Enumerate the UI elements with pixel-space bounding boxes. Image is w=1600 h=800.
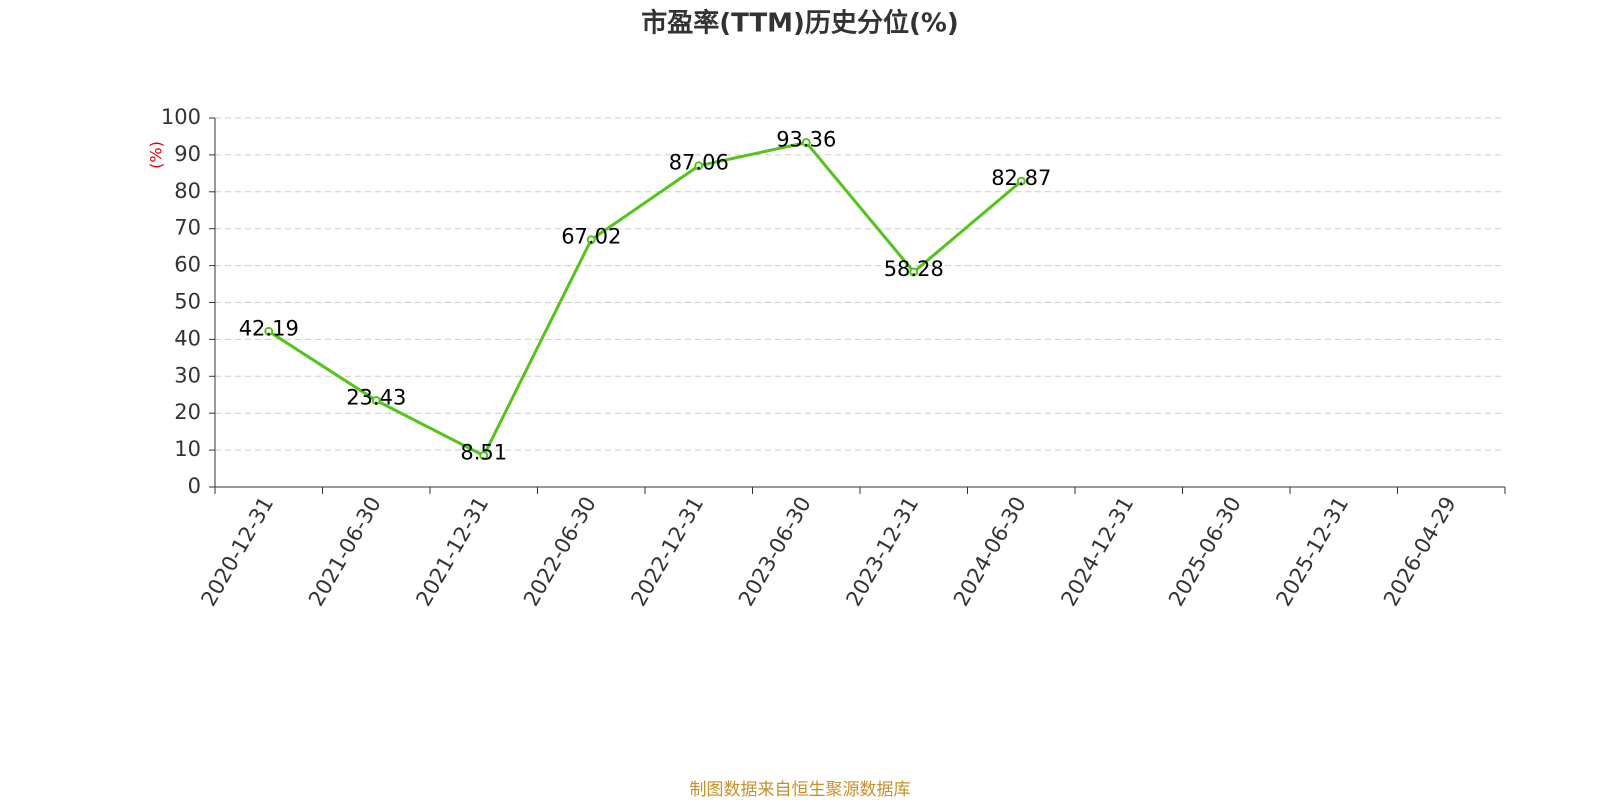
x-tick-label: 2025-06-30 bbox=[1164, 493, 1246, 611]
y-tick-label: 90 bbox=[174, 142, 201, 166]
data-point bbox=[371, 396, 381, 406]
y-axis-label: (%) bbox=[147, 141, 166, 169]
x-tick-label: 2022-12-31 bbox=[626, 493, 708, 611]
x-tick-label: 2024-06-30 bbox=[949, 493, 1031, 611]
data-label: 23.43 bbox=[346, 386, 406, 410]
y-tick-label: 10 bbox=[174, 437, 201, 461]
y-tick-label: 20 bbox=[174, 400, 201, 424]
data-label: 8.51 bbox=[460, 441, 507, 465]
y-tick-label: 100 bbox=[161, 105, 201, 129]
x-tick-label: 2024-12-31 bbox=[1056, 493, 1138, 611]
x-tick-label: 2026-04-29 bbox=[1379, 493, 1461, 611]
data-label: 67.02 bbox=[561, 225, 621, 249]
series-line bbox=[267, 140, 1023, 458]
x-tick-label: 2022-06-30 bbox=[519, 493, 601, 611]
x-tick-label: 2021-12-31 bbox=[411, 493, 493, 611]
data-point bbox=[264, 326, 274, 336]
y-tick-label: 80 bbox=[174, 179, 201, 203]
data-label: 42.19 bbox=[239, 316, 299, 340]
y-tick-label: 50 bbox=[174, 290, 201, 314]
x-tick-label: 2023-12-31 bbox=[841, 493, 923, 611]
data-point bbox=[479, 451, 489, 461]
y-tick-label: 60 bbox=[174, 253, 201, 277]
x-tick-label: 2020-12-31 bbox=[196, 493, 278, 611]
data-point bbox=[801, 138, 811, 148]
data-point bbox=[1016, 176, 1026, 186]
chart-title: 市盈率(TTM)历史分位(%) bbox=[641, 8, 959, 39]
data-label: 58.28 bbox=[884, 257, 944, 281]
data-label: 82.87 bbox=[991, 166, 1051, 190]
data-label: 93.36 bbox=[776, 128, 836, 152]
y-tick-label: 40 bbox=[174, 326, 201, 350]
x-tick-label: 2025-12-31 bbox=[1271, 493, 1353, 611]
x-tick-label: 2023-06-30 bbox=[734, 493, 816, 611]
y-tick-label: 30 bbox=[174, 363, 201, 387]
data-point bbox=[909, 267, 919, 277]
x-tick-label: 2021-06-30 bbox=[304, 493, 386, 611]
y-tick-label: 70 bbox=[174, 216, 201, 240]
data-point bbox=[586, 235, 596, 245]
source-note: 制图数据来自恒生聚源数据库 bbox=[690, 780, 911, 800]
y-tick-label: 0 bbox=[188, 474, 201, 498]
data-label: 87.06 bbox=[669, 151, 729, 175]
data-point bbox=[694, 161, 704, 171]
